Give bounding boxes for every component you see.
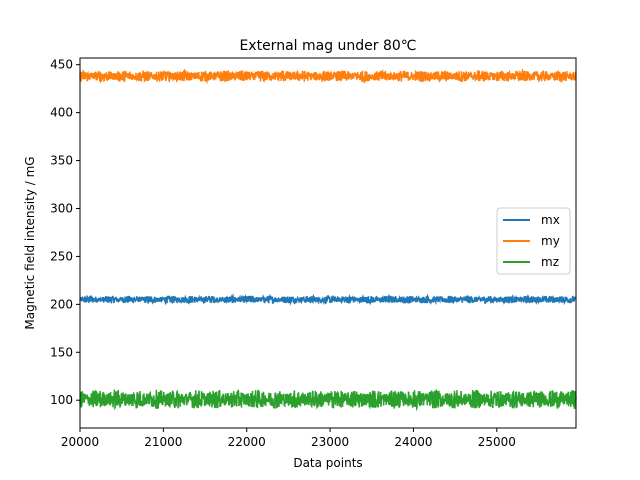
legend-box: [496, 207, 571, 275]
x-tick-label: 24000: [394, 435, 432, 449]
x-tick-label: 21000: [144, 435, 182, 449]
legend: mx my mz: [496, 207, 571, 275]
y-tick-label: 250: [50, 249, 73, 263]
series-line-mz: [79, 388, 577, 412]
y-tick-label: 350: [50, 154, 73, 168]
y-tick-label: 100: [50, 393, 73, 407]
chart-title: External mag under 80℃: [239, 38, 416, 54]
y-tick-label: 450: [50, 58, 73, 72]
series-layer: [79, 68, 577, 412]
x-tick-label: 25000: [478, 435, 516, 449]
series-line-my: [79, 68, 577, 85]
x-tick-label: 22000: [228, 435, 266, 449]
x-tick-label: 23000: [311, 435, 349, 449]
legend-label-mx: mx: [541, 213, 560, 227]
series-line-mx: [79, 293, 577, 306]
x-axis-label: Data points: [293, 456, 362, 470]
x-axis-ticks: 20000 21000 22000 23000 24000 25000: [61, 428, 516, 449]
legend-label-my: my: [541, 234, 560, 248]
y-tick-label: 200: [50, 297, 73, 311]
y-axis-label: Magnetic field intensity / mG: [23, 156, 37, 329]
y-axis-ticks: 100 150 200 250 300 350 400 450: [50, 58, 80, 407]
y-tick-label: 400: [50, 106, 73, 120]
legend-label-mz: mz: [541, 255, 559, 269]
x-tick-label: 20000: [61, 435, 99, 449]
y-tick-label: 150: [50, 345, 73, 359]
y-tick-label: 300: [50, 201, 73, 215]
plot-frame: [79, 57, 577, 429]
